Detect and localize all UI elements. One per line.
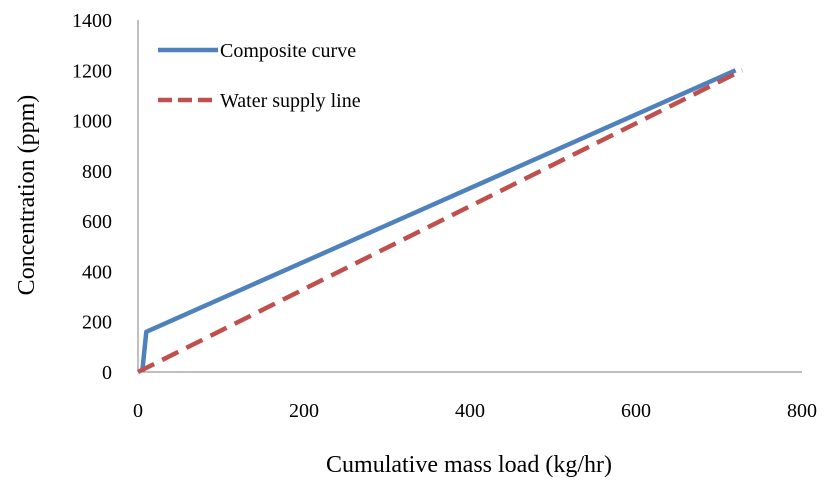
x-tick-label: 0 [133, 400, 143, 422]
y-axis-title: Concentration (ppm) [14, 95, 40, 296]
legend-label-0: Composite curve [220, 40, 356, 62]
y-tick-label: 400 [82, 261, 112, 283]
x-axis-tick-labels: 0 200 400 600 800 [133, 400, 817, 422]
y-tick-label: 200 [82, 312, 112, 334]
x-tick-label: 800 [787, 400, 817, 422]
series-line-1 [136, 68, 744, 375]
x-tick-label: 200 [289, 400, 319, 422]
x-tick-label: 400 [455, 400, 485, 422]
y-tick-label: 600 [82, 211, 112, 233]
series-layer [136, 68, 744, 375]
legend-label-1: Water supply line [220, 90, 361, 112]
y-tick-label: 0 [102, 362, 112, 384]
y-tick-label: 800 [82, 161, 112, 183]
y-tick-label: 1000 [72, 111, 112, 133]
y-tick-label: 1400 [72, 10, 112, 32]
y-tick-label: 1200 [72, 60, 112, 82]
series-line-0 [139, 68, 737, 373]
x-tick-label: 600 [621, 400, 651, 422]
x-axis-title: Cumulative mass load (kg/hr) [326, 452, 612, 478]
legend: Composite curve Water supply line [158, 40, 361, 112]
y-axis-tick-labels: 0 200 400 600 800 1000 1200 1400 [72, 10, 112, 384]
